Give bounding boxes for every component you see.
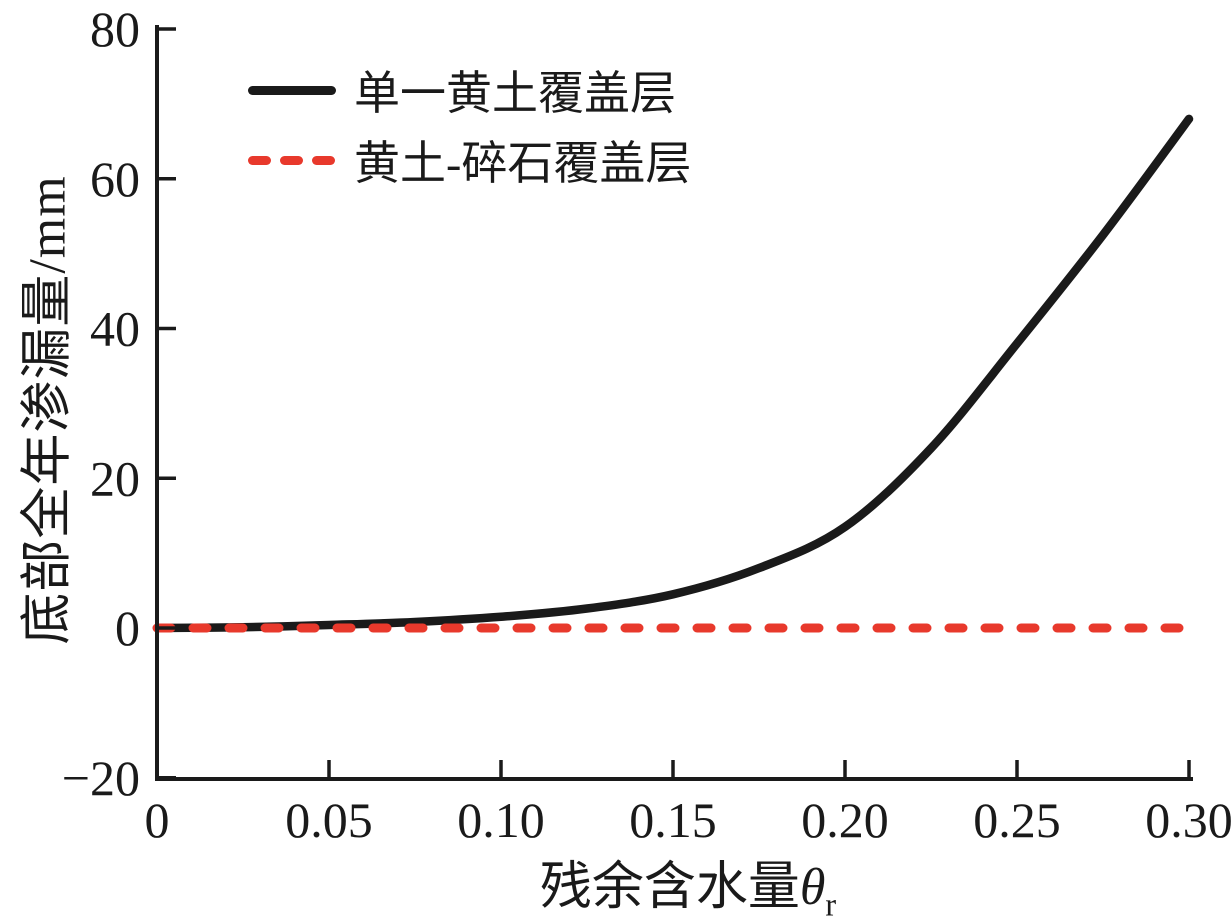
x-tick-label: 0.25 bbox=[973, 792, 1061, 848]
x-tick-label: 0.05 bbox=[285, 792, 373, 848]
y-tick-label: 80 bbox=[90, 1, 140, 57]
y-tick-label: 20 bbox=[90, 450, 140, 506]
dashed-line-swatch bbox=[248, 155, 336, 165]
x-tick-label: 0.10 bbox=[457, 792, 545, 848]
y-axis-label: 底部全年渗漏量/mm bbox=[19, 175, 77, 645]
solid-line-swatch bbox=[248, 85, 336, 95]
legend-label-dashed: 黄土-碎石覆盖层 bbox=[354, 138, 692, 189]
theta-symbol: θ bbox=[799, 859, 826, 916]
legend-entry-solid: 单一黄土覆盖层 bbox=[248, 62, 691, 119]
x-tick-label: 0 bbox=[145, 792, 170, 848]
legend-entry-dashed: 黄土-碎石覆盖层 bbox=[248, 132, 691, 189]
y-tick-label: 40 bbox=[90, 301, 140, 357]
x-axis-label-text: 残余含水量 bbox=[539, 859, 800, 916]
y-tick-label: −20 bbox=[62, 750, 140, 806]
solid-line-icon bbox=[248, 85, 336, 95]
x-tick-label: 0.15 bbox=[629, 792, 717, 848]
x-tick-label: 0.30 bbox=[1145, 792, 1232, 848]
theta-subscript: r bbox=[825, 886, 837, 918]
y-tick-label: 60 bbox=[90, 151, 140, 207]
series-line-solid bbox=[152, 114, 1194, 633]
y-tick-label: 0 bbox=[115, 600, 140, 656]
dashed-line-icon bbox=[248, 155, 335, 165]
legend-label-solid: 单一黄土覆盖层 bbox=[354, 68, 676, 119]
x-tick-label: 0.20 bbox=[801, 792, 889, 848]
legend: 单一黄土覆盖层 黄土-碎石覆盖层 bbox=[248, 62, 691, 202]
x-axis-label: 残余含水量θr bbox=[540, 844, 836, 918]
